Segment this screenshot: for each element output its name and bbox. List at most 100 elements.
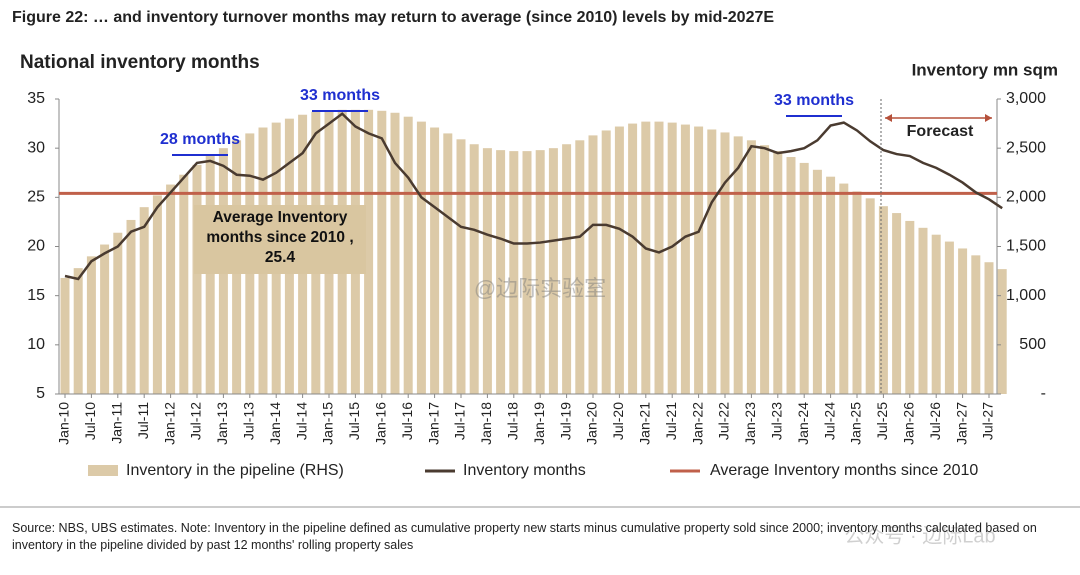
- y-tick-label: 30: [27, 139, 45, 156]
- figure-title: Figure 22: … and inventory turnover mont…: [12, 9, 774, 26]
- x-tick-label: Jan-23: [742, 402, 758, 445]
- x-tick-label: Jan-15: [320, 402, 336, 445]
- bar: [443, 133, 453, 394]
- bar: [482, 148, 492, 394]
- bar: [918, 227, 928, 394]
- bar: [654, 121, 664, 394]
- x-tick-label: Jul-27: [980, 402, 996, 440]
- x-tick-label: Jul-10: [82, 402, 98, 440]
- x-tick-label: Jan-17: [425, 402, 441, 445]
- bar: [865, 198, 875, 394]
- bar: [720, 132, 730, 394]
- x-tick-label: Jan-27: [953, 402, 969, 445]
- y-tick-label: 35: [27, 90, 45, 107]
- bar: [60, 277, 70, 394]
- bar: [958, 248, 968, 394]
- x-tick-label: Jan-25: [848, 402, 864, 445]
- x-tick-label: Jan-22: [689, 402, 705, 445]
- bar: [812, 169, 822, 394]
- bar: [416, 121, 426, 394]
- y-tick-label: 15: [27, 287, 45, 304]
- y2-tick-label: 500: [1019, 336, 1046, 353]
- bar: [905, 220, 915, 394]
- bar: [760, 145, 770, 394]
- bar: [390, 112, 400, 395]
- bar: [166, 184, 176, 394]
- x-tick-label: Jul-23: [769, 402, 785, 440]
- annotation: 33 months: [774, 92, 854, 109]
- bar: [694, 126, 704, 395]
- y2-tick-label: 1,500: [1006, 238, 1046, 255]
- bar: [364, 109, 374, 395]
- bar: [456, 139, 466, 394]
- x-tick-label: Jul-13: [241, 402, 257, 440]
- bar: [377, 110, 387, 395]
- y2-tick-label: 2,500: [1006, 139, 1046, 156]
- bar: [522, 151, 532, 394]
- bar: [588, 135, 598, 394]
- x-tick-label: Jan-14: [267, 402, 283, 445]
- bar: [826, 176, 836, 394]
- bar: [614, 126, 624, 395]
- watermark: 公众号 · 边际Lab: [844, 524, 995, 547]
- bar: [126, 219, 136, 394]
- bar: [469, 144, 479, 394]
- x-tick-label: Jan-18: [478, 402, 494, 445]
- x-tick-label: Jan-12: [161, 402, 177, 445]
- x-tick-label: Jul-16: [399, 402, 415, 440]
- bar: [984, 262, 994, 394]
- x-tick-label: Jan-11: [109, 402, 125, 444]
- bar: [746, 140, 756, 394]
- x-tick-label: Jan-13: [214, 402, 230, 445]
- x-tick-label: Jul-26: [927, 402, 943, 440]
- bar: [152, 195, 162, 394]
- x-tick-label: Jan-20: [584, 402, 600, 445]
- bar: [496, 150, 506, 394]
- bar: [403, 116, 413, 394]
- x-tick-label: Jul-21: [663, 402, 679, 440]
- bar: [641, 121, 651, 394]
- bar: [971, 255, 981, 394]
- x-tick-label: Jan-19: [531, 402, 547, 445]
- bar: [509, 151, 519, 394]
- bar: [707, 129, 717, 394]
- bar: [562, 144, 572, 394]
- line-series: [64, 112, 1003, 281]
- bar: [773, 151, 783, 394]
- bar: [667, 122, 677, 394]
- y2-tick-label: 1,000: [1006, 287, 1046, 304]
- x-tick-label: Jul-11: [135, 402, 151, 439]
- x-tick-label: Jan-26: [901, 402, 917, 445]
- legend-swatch: [88, 465, 118, 476]
- bar: [628, 123, 638, 394]
- bar: [799, 162, 809, 394]
- bar: [179, 174, 189, 394]
- bar: [535, 150, 545, 394]
- x-tick-label: Jul-25: [874, 402, 890, 440]
- bar: [430, 127, 440, 395]
- chart-title: National inventory months: [20, 52, 260, 73]
- average-annotation: Average Inventory months since 2010 , 25…: [194, 205, 366, 274]
- x-tick-label: Jul-14: [293, 402, 309, 440]
- x-tick-label: Jan-21: [637, 402, 653, 445]
- y-tick-label: 25: [27, 189, 45, 206]
- bar: [997, 269, 1007, 394]
- x-tick-label: Jul-24: [821, 402, 837, 440]
- y2-tick-label: -: [1041, 385, 1046, 402]
- bar: [931, 234, 941, 394]
- watermark: @边际实验室: [474, 276, 606, 301]
- bar: [205, 156, 215, 394]
- bar: [878, 206, 888, 394]
- bar: [839, 183, 849, 394]
- x-tick-label: Jan-24: [795, 402, 811, 445]
- legend-label: Inventory months: [463, 462, 586, 479]
- annotation: 33 months: [300, 87, 380, 104]
- y2-tick-label: 3,000: [1006, 90, 1046, 107]
- y2-tick-label: 2,000: [1006, 189, 1046, 206]
- legend-label: Inventory in the pipeline (RHS): [126, 462, 344, 479]
- x-tick-label: Jul-22: [716, 402, 732, 440]
- bar: [139, 207, 149, 394]
- bar: [73, 268, 83, 394]
- y-tick-label: 10: [27, 336, 45, 353]
